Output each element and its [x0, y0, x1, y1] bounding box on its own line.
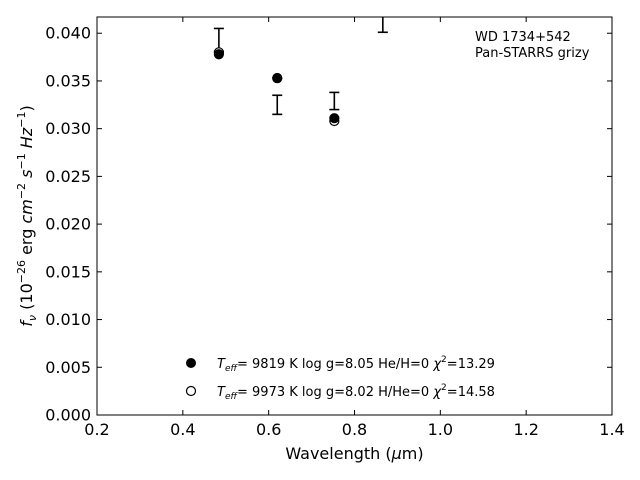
x-tick-label: 1.2	[513, 420, 538, 439]
observed-error-bar	[329, 91, 340, 111]
y-axis-label: fν (10−26 erg cm−2 s−1 Hz−1)	[15, 105, 39, 326]
x-axis-label: Wavelength (μm)	[285, 444, 423, 463]
y-tick-label: 0.035	[45, 71, 91, 90]
y-tick-label: 0.040	[45, 24, 91, 43]
y-tick-label: 0.030	[45, 119, 91, 138]
observed-error-bar	[377, 17, 388, 34]
y-tick-label: 0.015	[45, 262, 91, 281]
legend-marker-filled	[186, 358, 196, 368]
x-tick-label: 1.4	[599, 420, 624, 439]
y-tick-label: 0.005	[45, 358, 91, 377]
points-layer	[213, 17, 388, 127]
model-point-filled	[213, 49, 224, 60]
y-tick-label: 0.020	[45, 215, 91, 234]
legend-marker-open	[185, 385, 197, 397]
annotation-line-2: Pan-STARRS grizy	[475, 46, 590, 61]
model-point-filled	[272, 72, 283, 84]
observed-error-bar	[272, 94, 283, 116]
x-tick-label: 0.6	[256, 420, 281, 439]
x-tick-label: 0.8	[342, 420, 367, 439]
x-tick-label: 0.2	[84, 420, 109, 439]
svg-text:fν (10−26 erg cm−2 s−1 Hz−1): fν (10−26 erg cm−2 s−1 Hz−1)	[15, 105, 39, 326]
y-tick-label: 0.010	[45, 310, 91, 329]
x-tick-label: 0.4	[170, 420, 195, 439]
plot-area	[213, 17, 388, 127]
y-tick-label: 0.000	[45, 406, 91, 425]
y-tick-label: 0.025	[45, 167, 91, 186]
ticks-layer: 0.2 0.4 0.6 0.8 1.0 1.2 1.4 0.000 0.005 0.010 0.01…	[45, 17, 625, 439]
legend: Teff= 9819 K log g=8.05 He/H=0 χ2=13.29 …	[185, 355, 495, 402]
legend-entry-2: Teff= 9973 K log g=8.02 H/He=0 χ2=14.58	[217, 383, 495, 402]
annotation-line-1: WD 1734+542	[475, 30, 571, 45]
plot-frame	[96, 16, 613, 416]
x-tick-label: 1.0	[428, 420, 453, 439]
legend-entry-1: Teff= 9819 K log g=8.05 He/H=0 χ2=13.29	[217, 355, 495, 374]
model-point-filled	[329, 113, 340, 124]
